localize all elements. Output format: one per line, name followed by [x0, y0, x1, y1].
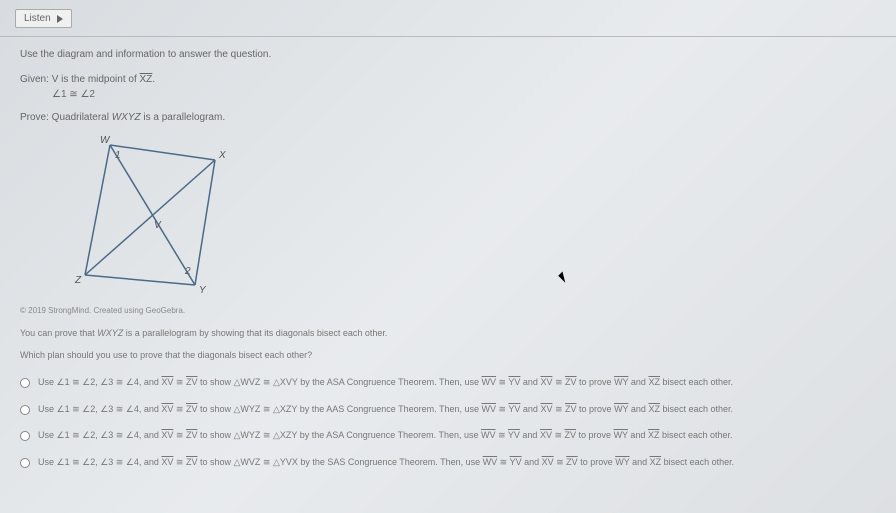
option-text-0: Use ∠1 ≅ ∠2, ∠3 ≅ ∠4, and XV ≅ ZV to sho… — [38, 376, 733, 389]
prove-text2: is a parallelogram. — [141, 112, 225, 123]
parallelogram-diagram: WXYZV12 — [60, 130, 240, 300]
option-2[interactable]: Use ∠1 ≅ ∠2, ∠3 ≅ ∠4, and XV ≅ ZV to sho… — [20, 427, 876, 444]
listen-label: Listen — [24, 13, 51, 24]
question-statement: You can prove that WXYZ is a parallelogr… — [20, 327, 876, 341]
copyright: © 2019 StrongMind. Created using GeoGebr… — [20, 305, 876, 317]
content: Use the diagram and information to answe… — [0, 37, 896, 490]
option-text-2: Use ∠1 ≅ ∠2, ∠3 ≅ ∠4, and XV ≅ ZV to sho… — [38, 429, 733, 442]
svg-text:Y: Y — [199, 285, 207, 296]
given-line2: ∠1 ≅ ∠2 — [52, 87, 876, 102]
diagram-container: WXYZV12 — [60, 130, 876, 300]
option-1[interactable]: Use ∠1 ≅ ∠2, ∠3 ≅ ∠4, and XV ≅ ZV to sho… — [20, 401, 876, 418]
option-text-3: Use ∠1 ≅ ∠2, ∠3 ≅ ∠4, and XV ≅ ZV to sho… — [38, 456, 734, 469]
prove-label: Prove: — [20, 112, 49, 123]
given-period: . — [152, 74, 155, 85]
radio-1[interactable] — [20, 405, 30, 415]
option-text-1: Use ∠1 ≅ ∠2, ∠3 ≅ ∠4, and XV ≅ ZV to sho… — [38, 403, 733, 416]
given-mid: is the midpoint of — [58, 74, 139, 85]
prove-text: Quadrilateral — [49, 112, 112, 123]
play-icon — [57, 15, 63, 23]
q1c: is a parallelogram by showing that its d… — [123, 328, 387, 338]
given-seg-xz: XZ — [140, 74, 153, 85]
top-bar: Listen — [0, 0, 896, 37]
svg-text:2: 2 — [184, 266, 191, 277]
listen-button[interactable]: Listen — [15, 9, 72, 28]
options-list: Use ∠1 ≅ ∠2, ∠3 ≅ ∠4, and XV ≅ ZV to sho… — [20, 374, 876, 470]
radio-3[interactable] — [20, 458, 30, 468]
prove-block: Prove: Quadrilateral WXYZ is a parallelo… — [20, 110, 876, 125]
given-block: Given: V is the midpoint of XZ. ∠1 ≅ ∠2 — [20, 72, 876, 102]
svg-text:X: X — [218, 150, 226, 161]
q1a: You can prove that — [20, 328, 97, 338]
q1b: WXYZ — [97, 328, 123, 338]
option-3[interactable]: Use ∠1 ≅ ∠2, ∠3 ≅ ∠4, and XV ≅ ZV to sho… — [20, 454, 876, 471]
given-label: Given: — [20, 74, 49, 85]
prove-shape: WXYZ — [112, 112, 141, 123]
question-prompt: Which plan should you use to prove that … — [20, 349, 876, 363]
svg-text:1: 1 — [115, 150, 121, 161]
svg-text:W: W — [100, 135, 111, 146]
svg-text:Z: Z — [74, 275, 82, 286]
option-0[interactable]: Use ∠1 ≅ ∠2, ∠3 ≅ ∠4, and XV ≅ ZV to sho… — [20, 374, 876, 391]
radio-2[interactable] — [20, 431, 30, 441]
radio-0[interactable] — [20, 378, 30, 388]
instruction: Use the diagram and information to answe… — [20, 47, 876, 62]
